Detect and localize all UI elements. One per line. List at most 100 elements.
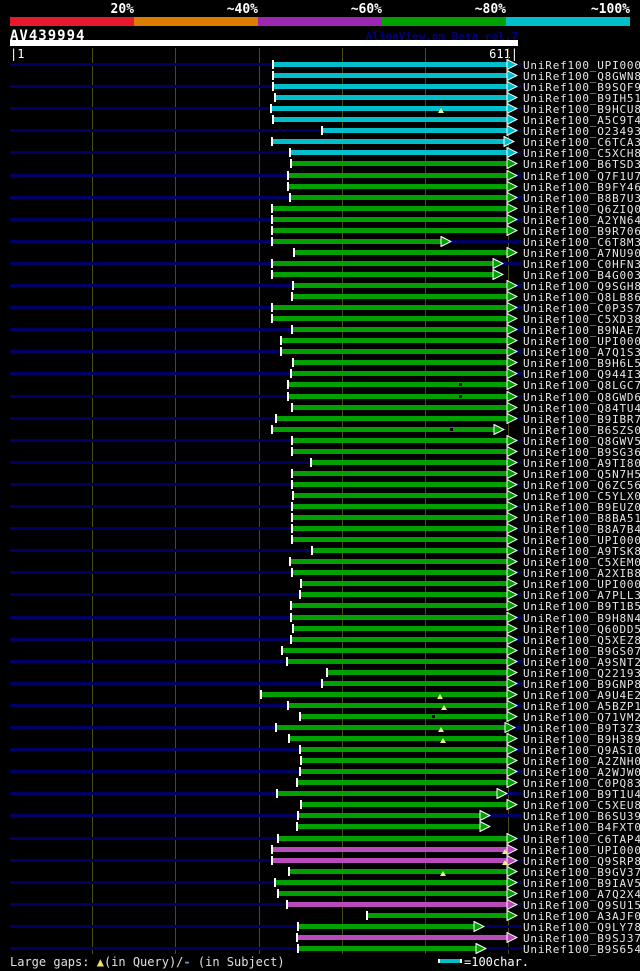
alignment-bar[interactable] xyxy=(290,869,507,874)
alignment-bar[interactable] xyxy=(273,427,494,432)
alignment-bar[interactable] xyxy=(292,603,507,608)
alignment-bar[interactable] xyxy=(312,460,507,465)
hit-accession-label[interactable]: UniRef100_B9IH51 xyxy=(523,92,640,105)
hit-accession-label[interactable]: UniRef100_B9GNP8 xyxy=(523,678,640,691)
hit-accession-label[interactable]: UniRef100_O23493 xyxy=(523,125,640,138)
hit-accession-label[interactable]: UniRef100_B6SZS0 xyxy=(523,424,640,437)
alignment-bar[interactable] xyxy=(279,836,507,841)
alignment-bar[interactable] xyxy=(292,615,507,620)
alignment-bar[interactable] xyxy=(273,305,507,310)
alignment-bar[interactable] xyxy=(368,913,507,918)
alignment-bar[interactable] xyxy=(293,482,507,487)
alignment-bar[interactable] xyxy=(293,438,507,443)
hit-accession-label[interactable]: UniRef100_A7NU90 xyxy=(523,247,640,260)
hit-accession-label[interactable]: UniRef100_B9S654 xyxy=(523,943,640,956)
alignment-bar[interactable] xyxy=(262,692,507,697)
hit-accession-label[interactable]: UniRef100_B9T3Z3 xyxy=(523,722,640,735)
alignment-bar[interactable] xyxy=(298,935,507,940)
alignment-bar[interactable] xyxy=(276,880,507,885)
hit-accession-label[interactable]: UniRef100_Q5XEZ8 xyxy=(523,634,640,647)
hit-accession-label[interactable]: UniRef100_Q6ZIQ0 xyxy=(523,203,640,216)
alignment-bar[interactable] xyxy=(298,824,480,829)
hit-accession-label[interactable]: UniRef100_B9HCU8 xyxy=(523,103,640,116)
alignment-bar[interactable] xyxy=(293,537,507,542)
hit-accession-label[interactable]: UniRef100_A3AJF0 xyxy=(523,910,640,923)
hit-accession-label[interactable]: UniRef100_A7Q1S3 xyxy=(523,346,640,359)
alignment-bar[interactable] xyxy=(302,802,507,807)
hit-accession-label[interactable]: UniRef100_C5XEM0 xyxy=(523,556,640,569)
alignment-bar[interactable] xyxy=(302,581,507,586)
hit-accession-label[interactable]: UniRef100_B9R706 xyxy=(523,225,640,238)
alignment-bar[interactable] xyxy=(292,637,507,642)
hit-accession-label[interactable]: UniRef100_UPI000.. xyxy=(523,578,640,591)
alignment-bar[interactable] xyxy=(289,394,507,399)
hit-accession-label[interactable]: UniRef100_UPI000.. xyxy=(523,59,640,72)
hit-accession-label[interactable]: UniRef100_Q84TU4 xyxy=(523,402,640,415)
hit-accession-label[interactable]: UniRef100_A5BZP1 xyxy=(523,700,640,713)
alignment-bar[interactable] xyxy=(293,294,507,299)
hit-accession-label[interactable]: UniRef100_B9IBR7 xyxy=(523,413,640,426)
hit-accession-label[interactable]: UniRef100_Q6ZC56 xyxy=(523,479,640,492)
alignment-bar[interactable] xyxy=(293,526,507,531)
hit-accession-label[interactable]: UniRef100_A9TSK8 xyxy=(523,545,640,558)
hit-accession-label[interactable]: UniRef100_B9H6L5 xyxy=(523,357,640,370)
alignment-bar[interactable] xyxy=(273,217,507,222)
alignment-bar[interactable] xyxy=(292,161,507,166)
hit-accession-label[interactable]: UniRef100_A2YN64 xyxy=(523,214,640,227)
hit-accession-label[interactable]: UniRef100_A9U4E2 xyxy=(523,689,640,702)
alignment-bar[interactable] xyxy=(288,902,507,907)
alignment-bar[interactable] xyxy=(294,283,507,288)
alignment-bar[interactable] xyxy=(289,184,507,189)
hit-accession-label[interactable]: UniRef100_UPI000.. xyxy=(523,335,640,348)
alignment-bar[interactable] xyxy=(294,626,507,631)
hit-accession-label[interactable]: UniRef100_B9SG36 xyxy=(523,446,640,459)
hit-accession-label[interactable]: UniRef100_C0PQ83 xyxy=(523,777,640,790)
hit-accession-label[interactable]: UniRef100_B4FXT0 xyxy=(523,821,640,834)
hit-accession-label[interactable]: UniRef100_Q9LY78 xyxy=(523,921,640,934)
hit-accession-label[interactable]: UniRef100_B8BA51 xyxy=(523,512,640,525)
alignment-bar[interactable] xyxy=(301,769,507,774)
hit-accession-label[interactable]: UniRef100_Q9ASI0 xyxy=(523,744,640,757)
alignment-bar[interactable] xyxy=(301,714,507,719)
hit-accession-label[interactable]: UniRef100_C6T8M3 xyxy=(523,236,640,249)
hit-accession-label[interactable]: UniRef100_B9H389 xyxy=(523,733,640,746)
hit-accession-label[interactable]: UniRef100_C5XD38 xyxy=(523,313,640,326)
alignment-bar[interactable] xyxy=(293,504,507,509)
alignment-bar[interactable] xyxy=(299,946,476,951)
hit-accession-label[interactable]: UniRef100_A2WJW0 xyxy=(523,766,640,779)
hit-accession-label[interactable]: UniRef100_B9IAV5 xyxy=(523,877,640,890)
hit-accession-label[interactable]: UniRef100_C5YLX0 xyxy=(523,490,640,503)
alignment-bar[interactable] xyxy=(288,659,507,664)
alignment-bar[interactable] xyxy=(273,316,507,321)
alignment-bar[interactable] xyxy=(302,758,507,763)
hit-accession-label[interactable]: UniRef100_A5C9T4 xyxy=(523,114,640,127)
alignment-bar[interactable] xyxy=(293,405,507,410)
alignment-bar[interactable] xyxy=(273,272,493,277)
alignment-bar[interactable] xyxy=(273,139,504,144)
hit-accession-label[interactable]: UniRef100_A9TI80 xyxy=(523,457,640,470)
hit-accession-label[interactable]: UniRef100_Q8GWN8 xyxy=(523,70,640,83)
hit-accession-label[interactable]: UniRef100_Q9SRP8 xyxy=(523,855,640,868)
alignment-bar[interactable] xyxy=(299,924,474,929)
alignment-bar[interactable] xyxy=(299,813,480,818)
alignment-bar[interactable] xyxy=(274,117,507,122)
alignment-bar[interactable] xyxy=(301,747,507,752)
alignment-bar[interactable] xyxy=(293,327,507,332)
hit-accession-label[interactable]: UniRef100_B9SQF9 xyxy=(523,81,640,94)
alignment-bar[interactable] xyxy=(282,349,507,354)
hit-accession-label[interactable]: UniRef100_Q5N7H5 xyxy=(523,468,640,481)
hit-accession-label[interactable]: UniRef100_Q71VM2 xyxy=(523,711,640,724)
alignment-bar[interactable] xyxy=(293,471,507,476)
hit-accession-label[interactable]: UniRef100_Q7F1U7 xyxy=(523,170,640,183)
hit-accession-label[interactable]: UniRef100_Q8LGC7 xyxy=(523,379,640,392)
hit-accession-label[interactable]: UniRef100_B9T1U4 xyxy=(523,788,640,801)
alignment-bar[interactable] xyxy=(283,648,507,653)
alignment-bar[interactable] xyxy=(278,791,497,796)
alignment-bar[interactable] xyxy=(273,858,507,863)
hit-accession-label[interactable]: UniRef100_A9SNT2 xyxy=(523,656,640,669)
hit-accession-label[interactable]: UniRef100_Q22193 xyxy=(523,667,640,680)
hit-accession-label[interactable]: UniRef100_C5XCH8 xyxy=(523,147,640,160)
hit-accession-label[interactable]: UniRef100_C0P3S7 xyxy=(523,302,640,315)
hit-accession-label[interactable]: UniRef100_A2XIB8 xyxy=(523,567,640,580)
alignment-bar[interactable] xyxy=(276,95,507,100)
